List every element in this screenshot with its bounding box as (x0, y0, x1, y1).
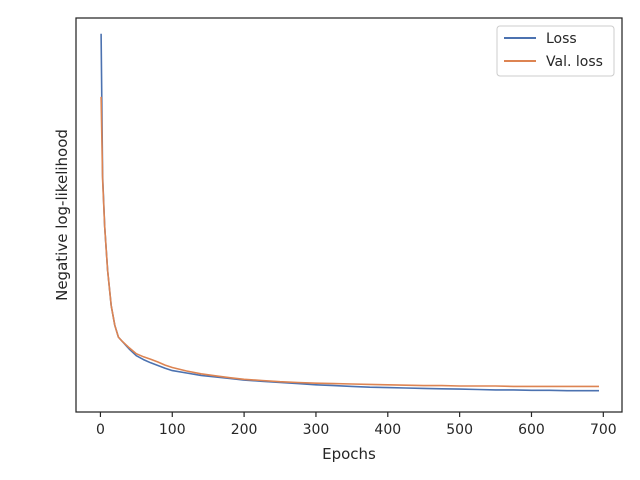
plot-area (76, 18, 622, 412)
x-tick-label: 400 (374, 422, 401, 438)
series-line-val-loss (100, 96, 599, 388)
x-tick-label: 600 (518, 422, 545, 438)
plot-frame (75, 17, 623, 413)
y-axis-label: Negative log-likelihood (53, 129, 71, 301)
x-tick-label: 100 (159, 422, 186, 438)
series-layer (100, 33, 599, 392)
legend-label-val-loss: Val. loss (546, 54, 603, 70)
x-tick-label: 700 (590, 422, 617, 438)
x-tick-label: 500 (446, 422, 473, 438)
x-axis: 0 100 200 300 400 500 600 700 (96, 412, 617, 438)
legend: Loss Val. loss (496, 25, 615, 77)
x-tick-label: 0 (96, 422, 105, 438)
x-tick-label: 200 (231, 422, 258, 438)
x-tick-label: 300 (303, 422, 330, 438)
legend-label-loss: Loss (546, 31, 577, 47)
x-axis-label: Epochs (322, 445, 376, 463)
